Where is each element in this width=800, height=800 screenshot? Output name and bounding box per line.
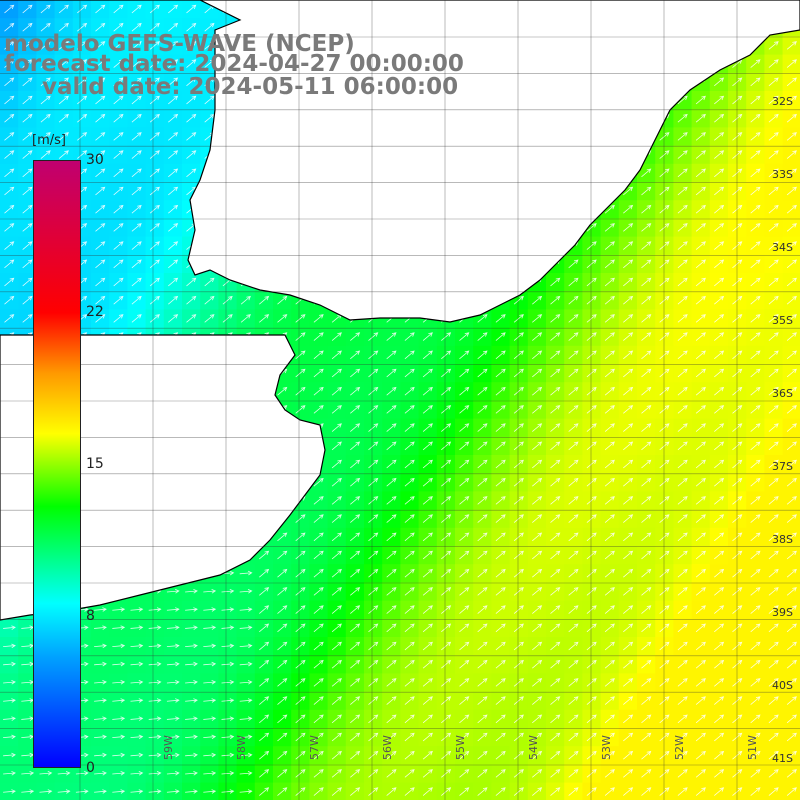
lon-label-56W: 56W <box>381 735 394 760</box>
colorbar <box>33 160 81 768</box>
colorbar-tick-15: 15 <box>86 456 104 472</box>
forecast-date: forecast date: 2024-04-27 00:00:00 <box>4 51 464 77</box>
colorbar-unit: [m/s] <box>32 133 66 148</box>
lat-label-32S: 32S <box>772 95 793 108</box>
lat-label-35S: 35S <box>772 314 793 327</box>
lat-label-34S: 34S <box>772 241 793 254</box>
colorbar-tick-30: 30 <box>86 152 104 168</box>
lat-label-40S: 40S <box>772 679 793 692</box>
lon-label-59W: 59W <box>162 735 175 760</box>
lon-label-57W: 57W <box>308 735 321 760</box>
land-mass <box>0 0 800 621</box>
valid-date: valid date: 2024-05-11 06:00:00 <box>42 74 459 100</box>
lon-label-58W: 58W <box>235 735 248 760</box>
lon-label-51W: 51W <box>746 735 759 760</box>
lon-label-52W: 52W <box>673 735 686 760</box>
colorbar-tick-8: 8 <box>86 608 95 624</box>
lat-label-41S: 41S <box>772 752 793 765</box>
lat-label-33S: 33S <box>772 168 793 181</box>
lon-label-53W: 53W <box>600 735 613 760</box>
colorbar-tick-0: 0 <box>86 760 95 776</box>
lat-label-37S: 37S <box>772 460 793 473</box>
colorbar-tick-22: 22 <box>86 304 104 320</box>
lat-label-36S: 36S <box>772 387 793 400</box>
lat-label-38S: 38S <box>772 533 793 546</box>
lon-label-54W: 54W <box>527 735 540 760</box>
model-title: modelo GEFS-WAVE (NCEP) <box>4 31 355 57</box>
lat-label-39S: 39S <box>772 606 793 619</box>
lon-label-55W: 55W <box>454 735 467 760</box>
